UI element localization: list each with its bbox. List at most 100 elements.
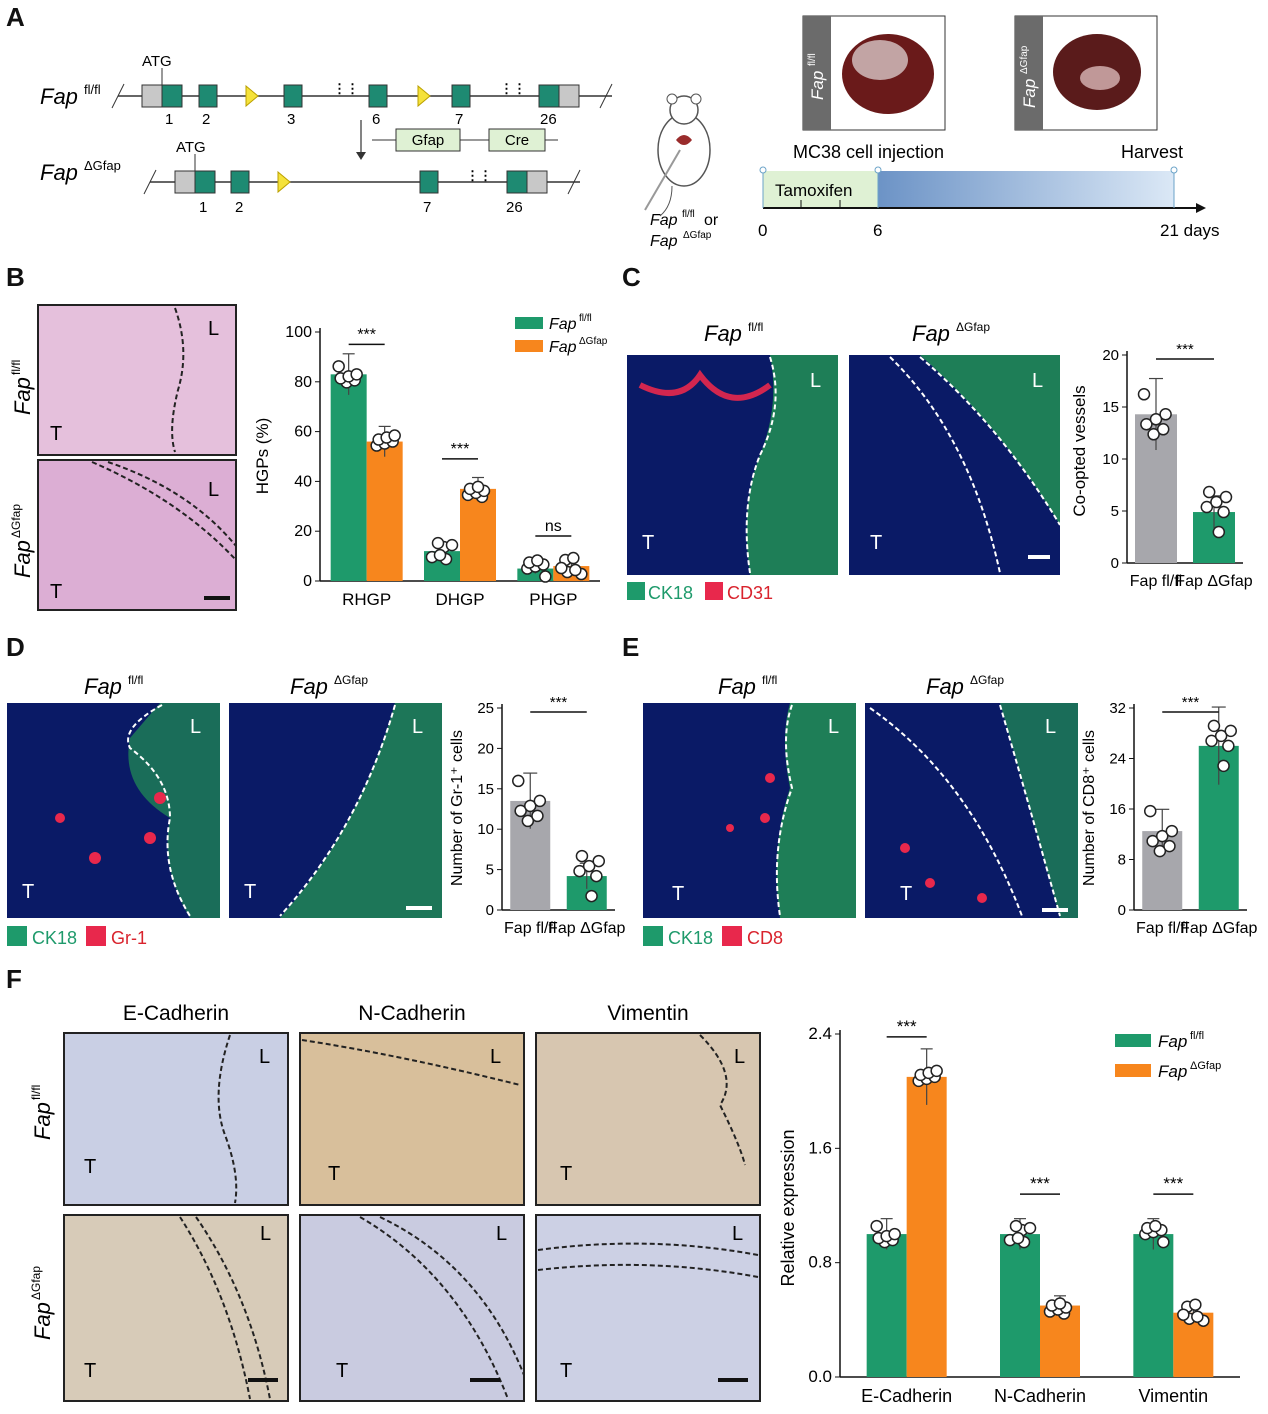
exon-num: 1 [165,111,173,128]
panel-letter-f: F [6,964,22,994]
ihc-tumor-label: T [328,1163,340,1185]
liver-ctrl-sup: fl/fl [807,53,818,66]
ihc-image [299,1032,525,1206]
y-tick-label: 32 [1109,700,1126,717]
ihc-liver-label: L [260,1223,271,1245]
col-ko-sup: ΔGfap [334,673,368,687]
legend-ctrl-base: Fap [549,316,577,333]
mouse-ko-sup: ΔGfap [683,230,712,241]
col-ctrl-base: Fap [84,674,122,699]
legend-ko-base: Fap [549,339,577,356]
legend-ctrl-sup: fl/fl [1190,1030,1204,1042]
replicate-dot [1163,839,1176,853]
replicate-dot [555,561,568,575]
replicate-dot [1156,423,1170,436]
exon-num: 26 [506,199,523,216]
legend-ck18-swatch [643,926,663,946]
panel-letter-a: A [6,2,25,32]
col-ctrl-base: Fap [718,674,756,699]
legend-cd8: CD8 [747,928,783,948]
row-label-ctrl: Fap [30,1102,55,1140]
replicate-dot [569,563,582,577]
col-ctrl-sup: fl/fl [128,673,143,687]
ihc-liver-label: L [490,1046,501,1068]
he-tumor-label: T [50,581,62,603]
gfap-box [395,128,461,152]
x-tick-label: Fap fl/fl [1136,920,1188,937]
replicate-dot [514,804,527,818]
chart-e-ylabel: Number of CD8⁺ cells [1081,730,1098,886]
y-tick-label: 15 [1102,399,1119,416]
col-ctrl-base: Fap [704,321,742,346]
legend-ck18-swatch [7,926,27,946]
replicate-dot [1009,1219,1023,1233]
y-tick-label: 40 [294,473,312,490]
replicate-dot [592,854,605,868]
y-tick-label: 0 [1111,555,1119,572]
ihc-liver-label: L [734,1046,745,1068]
x-tick-label: Vimentin [1138,1386,1208,1406]
replicate-dot [1011,1231,1025,1245]
exon-box [506,170,528,194]
if-liver-label: L [190,716,201,738]
allele-top-name: Fap [40,84,78,109]
chart-d-ylabel: Number of Gr-1⁺ cells [449,730,466,886]
x-tick-label: N-Cadherin [994,1386,1086,1406]
row-label-ko: Fap [10,540,35,578]
legend-gr1-swatch [86,926,106,946]
replicate-dot [1140,418,1153,431]
ihc-liver-label: L [496,1223,507,1245]
sig-label: ns [545,518,562,535]
replicate-dot [1053,1297,1067,1310]
replicate-dot [533,794,547,808]
replicate-dot [471,480,485,494]
if-image-ko [865,703,1078,918]
replicate-dot [930,1064,943,1078]
marker-ecad: E-Cadherin [123,1002,229,1025]
panel-e-images: Fap fl/fl Fap ΔGfap L T L T CK18 CD8 [643,673,1078,948]
sig-label: *** [550,694,568,711]
liver-ctrl-label: Fap [808,71,827,100]
x-tick-label: Fap fl/fl [504,920,556,937]
scale-bar [470,1378,500,1382]
replicate-dot [521,814,535,828]
tick-21: 21 days [1160,221,1220,240]
bar [1133,1234,1174,1377]
if-liver-label: L [1045,716,1056,738]
exon-num: 26 [540,111,557,128]
replicate-dot [575,849,589,863]
replicate-dot [1205,734,1218,748]
he-tumor-label: T [50,423,62,445]
exon-box [230,170,250,194]
mouse-illustration [644,93,711,217]
y-tick-label: 15 [477,781,494,798]
legend-ko-base: Fap [1158,1062,1187,1081]
exon-box [538,84,560,108]
replicate-dot [531,554,544,567]
ihc-tumor-label: T [84,1360,96,1382]
he-image-ctrl [37,304,237,456]
exon-num: 6 [372,111,380,128]
replicate-dot [1157,1235,1170,1249]
tick-6: 6 [873,221,882,240]
loxp-triangle [245,84,259,108]
replicate-dot [531,809,544,823]
y-tick-label: 10 [477,821,494,838]
chart-c-ylabel: Co-opted vessels [1070,385,1089,516]
replicate-dot [1149,1219,1162,1233]
row-label-ko: Fap [30,1302,55,1340]
bar [330,374,367,581]
legend-swatch-ko [515,340,543,352]
exon-num: 3 [287,111,295,128]
sig-label: *** [357,326,376,343]
tamoxifen-label: Tamoxifen [775,181,852,200]
legend-ko-sup: ΔGfap [1190,1060,1221,1072]
panel-a-schematic: Fap fl/fl ATG ⋮⋮ ⋮⋮ 1 2 3 6 7 26 Gfap Cr… [40,15,1220,250]
replicate-dot [388,429,401,442]
y-tick-label: 8 [1118,852,1126,869]
x-tick-label: Fap ΔGfap [1180,920,1257,937]
y-tick-label: 0.8 [808,1253,832,1272]
legend-ck18: CK18 [32,928,77,948]
row-label-ctrl: Fap [10,377,35,415]
mouse-ko-base: Fap [650,233,678,250]
